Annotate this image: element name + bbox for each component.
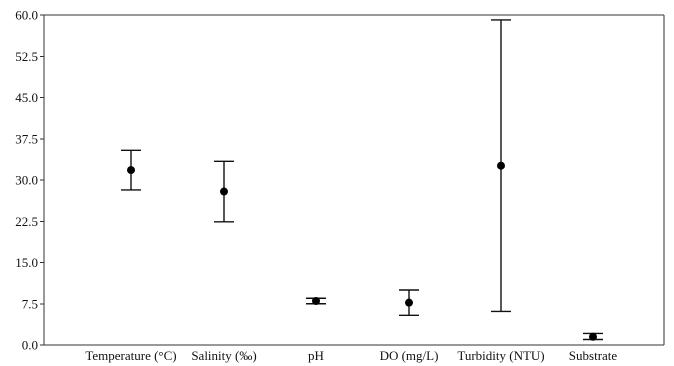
y-tick-label: 60.0 [15, 8, 38, 23]
mean-point [220, 187, 228, 196]
x-category-label: Salinity (‰) [191, 348, 256, 363]
mean-point [405, 298, 413, 307]
y-tick-label: 0.0 [22, 338, 38, 353]
x-axis: Temperature (°C) Salinity (‰) pH DO (mg/L) T… [85, 348, 617, 363]
y-tick-label: 7.5 [22, 296, 38, 311]
x-category-label: Substrate [569, 348, 618, 363]
error-bar [306, 297, 326, 305]
y-tick-label: 22.5 [15, 214, 38, 229]
x-category-label: Temperature (°C) [85, 348, 176, 363]
y-tick-label: 37.5 [15, 131, 38, 146]
error-bar [399, 289, 419, 316]
plot-frame [43, 14, 665, 346]
error-bar [583, 332, 603, 341]
y-tick-label: 30.0 [15, 173, 38, 188]
mean-point [312, 297, 320, 305]
x-category-label: Turbidity (NTU) [457, 348, 544, 363]
error-bars [121, 19, 603, 341]
x-category-label: pH [308, 348, 324, 363]
mean-point [589, 332, 597, 341]
error-bar [214, 160, 234, 223]
mean-point [127, 166, 135, 175]
y-tick-label: 52.5 [15, 49, 38, 64]
error-bar [121, 149, 141, 191]
mean-point [497, 161, 505, 170]
y-axis: 0.0 7.5 15.0 22.5 30.0 37.5 45.0 52.5 60.0 [15, 8, 44, 353]
x-category-label: DO (mg/L) [380, 348, 439, 363]
y-tick-label: 45.0 [15, 90, 38, 105]
y-tick-label: 15.0 [15, 255, 38, 270]
error-bar [491, 19, 511, 313]
